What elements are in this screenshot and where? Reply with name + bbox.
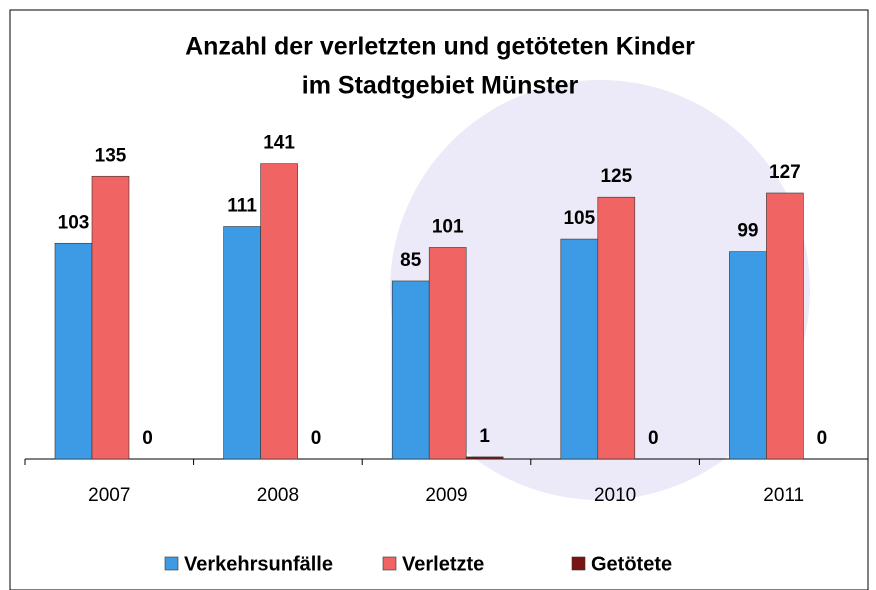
data-label: 103 [58, 212, 90, 233]
data-label: 99 [737, 221, 758, 242]
bar [429, 247, 466, 459]
data-label: 101 [432, 216, 464, 237]
legend-label: Verkehrsunfälle [184, 553, 333, 575]
x-tick-label: 2009 [425, 485, 467, 506]
data-label: 141 [263, 133, 295, 154]
bar [598, 197, 635, 459]
x-tick-label: 2007 [88, 485, 130, 506]
data-label: 111 [227, 196, 257, 217]
legend-swatch [572, 557, 585, 570]
x-tick-label: 2011 [763, 485, 804, 506]
legend-swatch [383, 557, 396, 570]
bar [561, 239, 598, 459]
data-label: 125 [600, 166, 632, 187]
legend-label: Getötete [591, 553, 672, 575]
data-label: 0 [142, 428, 153, 449]
chart-title: Anzahl der verletzten und getöteten Kind… [185, 33, 695, 61]
x-tick-label: 2010 [594, 485, 636, 506]
bar [466, 457, 503, 459]
legend-swatch [165, 557, 178, 570]
page: Anzahl der verletzten und getöteten Kind… [0, 0, 876, 590]
bar [392, 281, 429, 459]
bar [92, 176, 129, 459]
data-label: 127 [769, 162, 801, 183]
data-label: 0 [648, 428, 659, 449]
data-label: 1 [479, 426, 490, 447]
data-label: 85 [400, 250, 422, 271]
bar [55, 243, 92, 459]
bar [729, 252, 766, 459]
x-tick-label: 2008 [257, 485, 299, 506]
bar [766, 193, 803, 459]
data-label: 0 [311, 428, 322, 449]
legend-label: Verletzte [402, 553, 484, 575]
bar [261, 164, 298, 459]
data-label: 135 [95, 145, 127, 166]
chart-title: im Stadtgebiet Münster [302, 72, 579, 100]
bar [224, 227, 261, 459]
data-label: 105 [563, 208, 595, 229]
data-label: 0 [817, 428, 828, 449]
chart: Anzahl der verletzten und getöteten Kind… [0, 0, 876, 590]
